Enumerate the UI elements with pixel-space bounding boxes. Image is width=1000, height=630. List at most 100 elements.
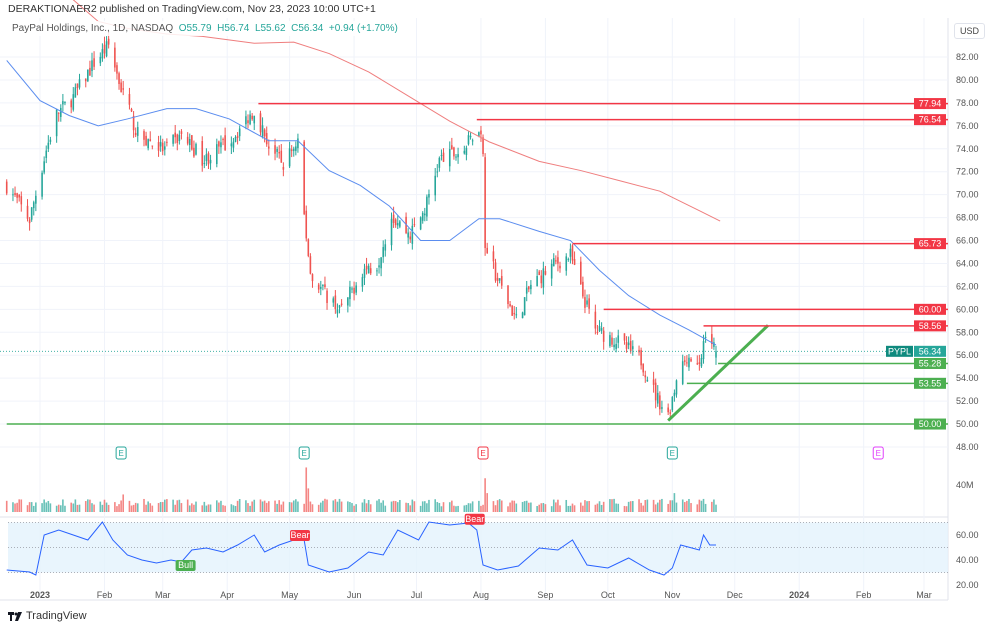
candle-body: [340, 303, 343, 305]
candle-body: [644, 375, 647, 378]
volume-bar: [555, 502, 557, 512]
volume-bar: [640, 502, 642, 512]
volume-bar: [326, 499, 328, 512]
candle-body: [480, 130, 482, 135]
support-price-label: 53.55: [919, 378, 942, 388]
candle-body: [251, 115, 253, 120]
volume-bar: [586, 501, 588, 512]
volume-bar: [149, 503, 152, 512]
candle-body: [640, 350, 642, 366]
candle-body: [134, 132, 137, 136]
volume-bar: [311, 504, 314, 512]
volume-bar: [627, 501, 630, 512]
time-tick: Dec: [727, 590, 744, 600]
volume-bar: [132, 504, 135, 512]
candle-body: [625, 341, 628, 349]
currency-button[interactable]: USD: [954, 23, 986, 39]
candle-body: [702, 341, 705, 360]
candle-body: [130, 108, 133, 112]
volume-bar: [615, 503, 617, 512]
volume-bar: [638, 499, 640, 512]
candle-body: [201, 141, 204, 166]
volume-bar: [32, 505, 35, 512]
volume-bar: [324, 498, 326, 512]
volume-bar: [571, 503, 574, 512]
candle-body: [571, 245, 574, 261]
volume-bar: [274, 500, 276, 512]
volume-bar: [76, 504, 79, 512]
price-tick: 56.00: [956, 350, 979, 360]
volume-bar: [713, 499, 715, 512]
candle-body: [107, 38, 110, 45]
volume-bar: [596, 503, 599, 512]
volume-bar: [405, 502, 407, 512]
volume-bar: [43, 499, 45, 512]
volume-bar: [392, 500, 395, 512]
volume-bar: [442, 502, 445, 512]
candle-body: [14, 193, 16, 196]
candle-body: [234, 137, 237, 142]
candle-body: [557, 257, 559, 264]
candle-body: [105, 41, 108, 57]
candle-body: [149, 139, 152, 141]
candle-body: [457, 154, 459, 158]
volume-bar: [236, 500, 239, 512]
candle-body: [523, 297, 526, 316]
candle-body: [32, 202, 35, 209]
candle-body: [18, 194, 20, 198]
candle-body: [334, 295, 337, 310]
candle-body: [195, 143, 197, 155]
volume-bar: [303, 503, 305, 512]
volume-bar: [654, 504, 657, 512]
candle-body: [552, 258, 555, 267]
volume-bar: [232, 505, 235, 512]
candle-body: [580, 261, 582, 285]
candle-body: [715, 351, 717, 358]
candle-body: [326, 290, 328, 304]
candle-body: [84, 78, 87, 82]
price-tick: 72.00: [956, 167, 979, 177]
candle-body: [407, 232, 409, 238]
candle-body: [498, 278, 501, 281]
candle-body: [598, 326, 601, 332]
volume-bar: [224, 505, 226, 512]
volume-bar: [671, 500, 674, 512]
volume-bar: [263, 500, 266, 512]
volume-bar: [494, 505, 497, 512]
candle-body: [188, 139, 191, 146]
volume-bar: [64, 505, 66, 512]
volume-bar: [659, 499, 661, 512]
candle-body: [652, 379, 655, 385]
volume-bar: [60, 505, 62, 512]
volume-bar: [565, 499, 568, 512]
volume-bar: [407, 503, 409, 512]
volume-bar: [384, 505, 387, 512]
volume-bar: [188, 505, 191, 512]
volume-bar: [265, 502, 268, 512]
volume-bar: [552, 499, 555, 512]
candle-body: [596, 331, 599, 334]
rsi-signal-box: [175, 560, 196, 571]
price-label-box: [914, 418, 946, 430]
candle-body: [392, 214, 395, 223]
support-price-label: 55.28: [919, 358, 942, 368]
volume-bar: [114, 502, 116, 512]
candle-body: [224, 135, 226, 151]
candle-body: [336, 309, 339, 314]
candle-body: [222, 139, 224, 141]
volume-bar: [222, 505, 224, 512]
volume-bar: [582, 505, 584, 512]
volume-bar: [253, 499, 256, 512]
candle-body: [713, 342, 715, 347]
time-tick: Jun: [347, 590, 362, 600]
volume-bar: [251, 501, 253, 512]
volume-bar: [280, 504, 283, 512]
volume-bar: [580, 502, 582, 512]
candle-body: [609, 335, 611, 347]
candle-body: [511, 305, 513, 316]
candle-body: [309, 256, 312, 274]
candle-body: [382, 247, 384, 258]
volume-bar: [120, 500, 122, 512]
candle-body: [455, 156, 457, 158]
